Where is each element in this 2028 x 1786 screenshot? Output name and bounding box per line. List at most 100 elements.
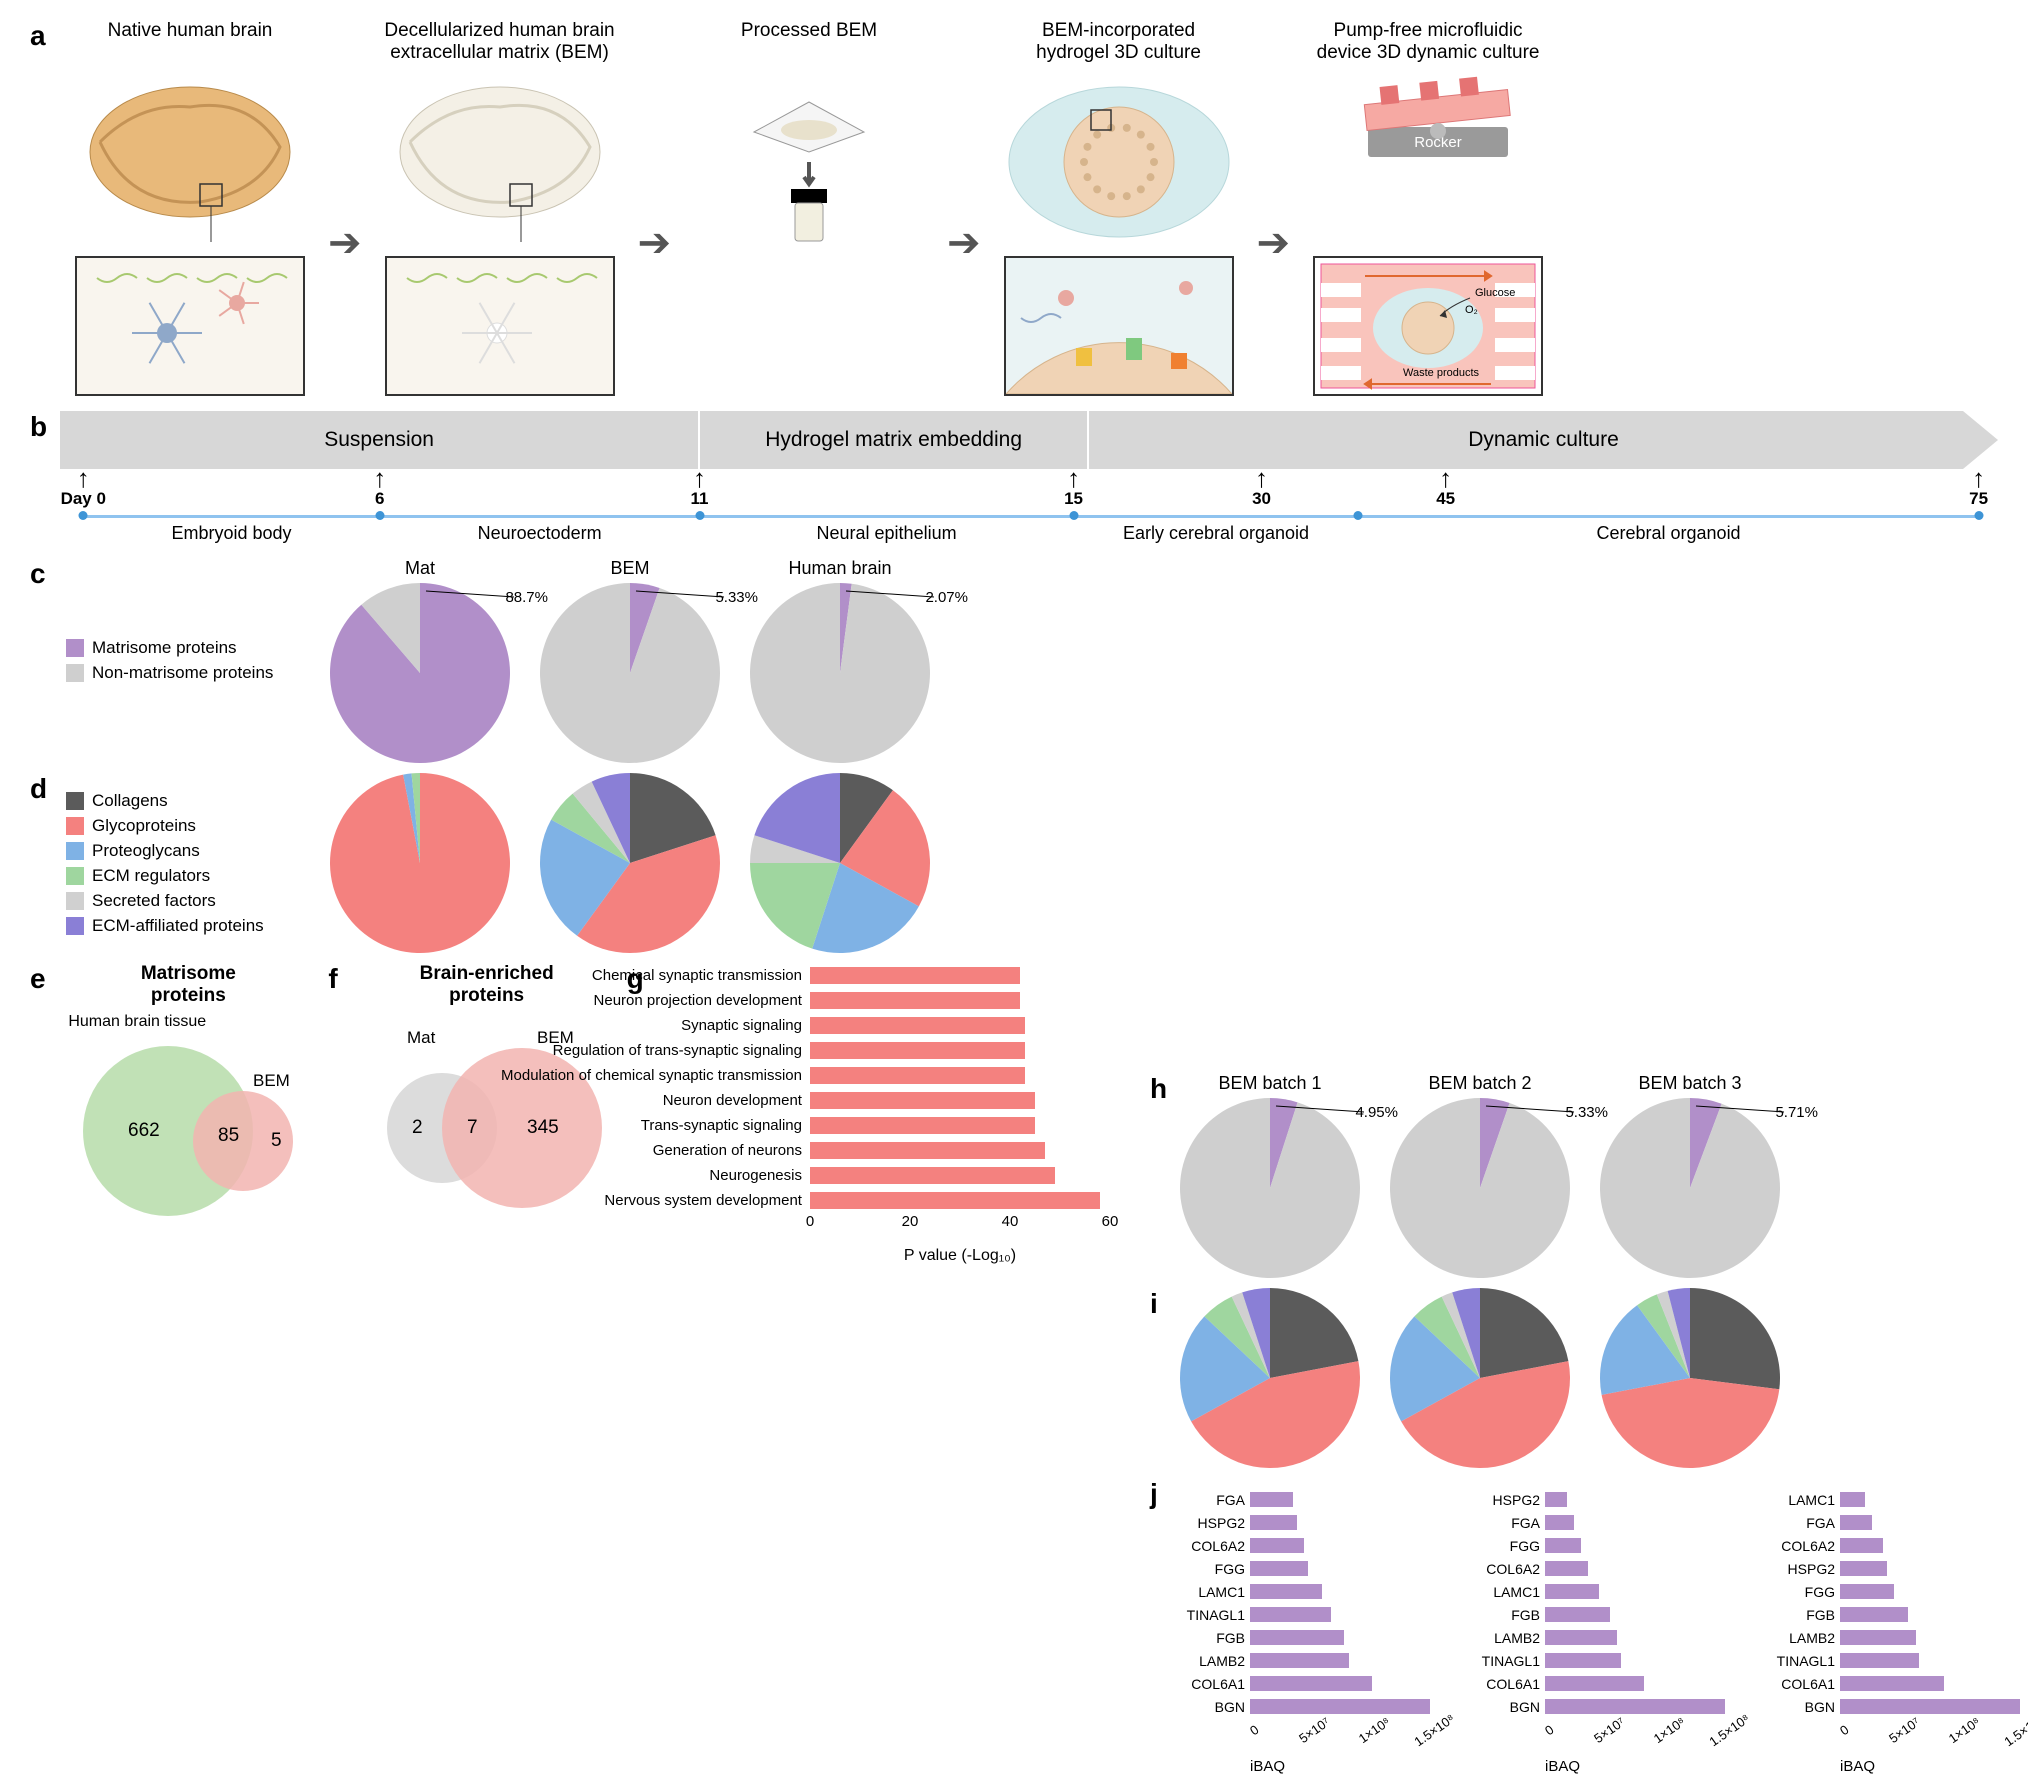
axis-tick: 1×10⁸: [1946, 1714, 1983, 1746]
workflow-arrow: ➔: [638, 220, 672, 266]
day-label: 30: [1252, 489, 1271, 509]
ibaq-bar: [1250, 1653, 1349, 1668]
go-term-bar: [810, 1017, 1025, 1034]
ibaq-row: FGG: [1170, 1557, 1440, 1580]
stage-dot: [1069, 511, 1078, 520]
stage-row: Embryoid bodyNeuroectodermNeural epithel…: [60, 513, 1998, 543]
ibaq-row: LAMC1: [1465, 1580, 1735, 1603]
legend-item: Glycoproteins: [66, 816, 330, 836]
pie-title: Human brain: [788, 558, 891, 579]
stage-dot: [1354, 511, 1363, 520]
legend-label: Non-matrisome proteins: [92, 663, 273, 683]
panel-d: d CollagensGlycoproteinsProteoglycansECM…: [30, 773, 1110, 953]
ibaq-row: TINAGL1: [1760, 1649, 2028, 1672]
ibaq-row: TINAGL1: [1170, 1603, 1440, 1626]
pie-block: [1180, 1288, 1360, 1468]
venn-e-svg: 662 85 5 BEM: [58, 1031, 318, 1221]
step-illustration: [679, 72, 939, 252]
protein-label: FGB: [1760, 1607, 1840, 1623]
axis-tick: 1×10⁸: [1356, 1714, 1393, 1746]
protein-label: FGB: [1170, 1630, 1250, 1646]
ibaq-bar: [1250, 1699, 1430, 1714]
pie-chart: [1390, 1288, 1570, 1468]
pie-block: Human brain2.07%: [750, 558, 930, 763]
pie-block: [1390, 1288, 1570, 1468]
pie-block: Mat88.7%: [330, 558, 510, 763]
legend-swatch: [66, 892, 84, 910]
svg-text:662: 662: [128, 1120, 160, 1141]
step-illustration: [370, 72, 630, 252]
ibaq-bar: [1250, 1538, 1304, 1553]
protein-label: TINAGL1: [1170, 1607, 1250, 1623]
ibaq-bar: [1545, 1676, 1644, 1691]
stage-line: [380, 515, 700, 518]
timeline-phase: Dynamic culture: [1089, 428, 1998, 452]
ibaq-bar: [1840, 1561, 1887, 1576]
protein-label: LAMC1: [1465, 1584, 1545, 1600]
ibaq-row: FGA: [1760, 1511, 2028, 1534]
protein-label: LAMC1: [1170, 1584, 1250, 1600]
protein-label: LAMB2: [1760, 1630, 1840, 1646]
legend-item: Matrisome proteins: [66, 638, 330, 658]
step-illustration: Rocker: [1298, 72, 1558, 252]
g-xlabel: P value (-Log₁₀): [810, 1247, 1110, 1265]
legend-label: ECM regulators: [92, 866, 210, 886]
go-term-row: Neuron development: [430, 1088, 1110, 1113]
ibaq-bar: [1545, 1515, 1574, 1530]
ibaq-bar: [1840, 1676, 1944, 1691]
ibaq-row: LAMB2: [1465, 1626, 1735, 1649]
protein-label: HSPG2: [1465, 1492, 1545, 1508]
panel-j-label: j: [1150, 1478, 1170, 1775]
ibaq-bar: [1840, 1584, 1894, 1599]
go-term-label: Modulation of chemical synaptic transmis…: [430, 1067, 810, 1084]
protein-label: FGA: [1760, 1515, 1840, 1531]
axis-tick: 0: [806, 1213, 814, 1230]
go-term-bar: [810, 1167, 1055, 1184]
stage-line: [83, 515, 380, 518]
day-label: 11: [691, 489, 709, 509]
step-title: Native human brain: [108, 20, 273, 64]
protein-label: FGG: [1170, 1561, 1250, 1577]
panel-a: a Native human brain ➔ Decellularized hum…: [30, 20, 1998, 396]
axis-tick: 5×10⁷: [1296, 1714, 1332, 1746]
ibaq-row: TINAGL1: [1465, 1649, 1735, 1672]
ibaq-bar: [1545, 1561, 1588, 1576]
protein-label: BGN: [1465, 1699, 1545, 1715]
go-term-label: Neuron projection development: [430, 992, 810, 1009]
ibaq-xlabel: iBAQ: [1840, 1758, 2028, 1775]
go-term-bar: [810, 967, 1020, 984]
ibaq-bar: [1545, 1607, 1610, 1622]
go-term-bar: [810, 1042, 1025, 1059]
timeline-bar: SuspensionHydrogel matrix embeddingDynam…: [60, 411, 1998, 469]
step-title: Decellularized human brain extracellular…: [384, 20, 614, 64]
ibaq-row: HSPG2: [1465, 1488, 1735, 1511]
protein-label: TINAGL1: [1760, 1653, 1840, 1669]
stage-line: [1074, 515, 1359, 518]
ibaq-row: FGB: [1760, 1603, 2028, 1626]
axis-tick: 5×10⁷: [1591, 1714, 1627, 1746]
ibaq-row: HSPG2: [1760, 1557, 2028, 1580]
day-label: 15: [1064, 489, 1083, 509]
pie-block: BEM batch 25.33%: [1390, 1073, 1570, 1278]
axis-tick: 0: [1837, 1722, 1852, 1738]
protein-label: LAMC1: [1760, 1492, 1840, 1508]
go-term-bar: [810, 1067, 1025, 1084]
step-title: Pump-free microfluidic device 3D dynamic…: [1317, 20, 1540, 64]
go-term-row: Trans-synaptic signaling: [430, 1113, 1110, 1138]
protein-label: FGA: [1170, 1492, 1250, 1508]
ibaq-bar: [1250, 1492, 1293, 1507]
ibaq-row: BGN: [1170, 1695, 1440, 1718]
legend-item: ECM-affiliated proteins: [66, 916, 330, 936]
legend-swatch: [66, 867, 84, 885]
go-term-row: Neuron projection development: [430, 988, 1110, 1013]
svg-text:85: 85: [218, 1125, 239, 1146]
ibaq-bar: [1840, 1699, 2020, 1714]
axis-tick: 40: [1002, 1213, 1019, 1230]
go-term-row: Nervous system development: [430, 1188, 1110, 1213]
stage-label: Neural epithelium: [817, 523, 957, 544]
go-term-row: Synaptic signaling: [430, 1013, 1110, 1038]
protein-label: COL6A1: [1170, 1676, 1250, 1692]
ibaq-row: COL6A2: [1170, 1534, 1440, 1557]
panel-a-label: a: [30, 20, 60, 52]
panel-f-label: f: [328, 963, 346, 1265]
